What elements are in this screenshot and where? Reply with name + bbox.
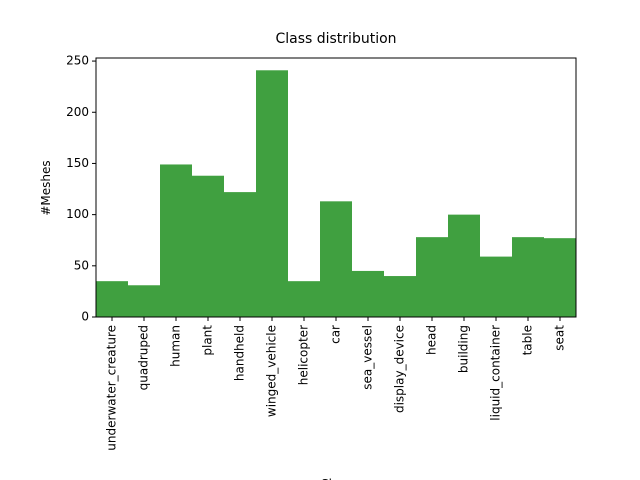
bar — [384, 276, 416, 317]
x-tick-label: underwater_creature — [105, 325, 119, 451]
bar — [288, 281, 320, 317]
y-axis-label: #Meshes — [39, 160, 53, 215]
x-tick-label: car — [329, 325, 343, 344]
x-tick-label: liquid_container — [489, 325, 503, 421]
bar — [416, 237, 448, 317]
x-tick-label: seat — [553, 325, 567, 351]
y-tick-label: 50 — [74, 258, 89, 272]
bar — [320, 201, 352, 317]
x-tick-label: helicopter — [297, 325, 311, 385]
x-tick-label: quadruped — [137, 325, 151, 390]
x-tick-label: winged_vehicle — [265, 325, 279, 417]
y-tick-label: 250 — [66, 54, 89, 68]
bar — [352, 270, 384, 317]
x-tick-label: plant — [201, 325, 215, 356]
x-tick-label: handheld — [233, 325, 247, 381]
y-tick-label: 100 — [66, 207, 89, 221]
bar — [128, 285, 160, 317]
x-tick-label: sea_vessel — [361, 325, 375, 390]
chart-title: Class distribution — [275, 31, 396, 47]
x-tick-label: human — [169, 325, 183, 367]
bar — [160, 164, 192, 317]
x-axis-label: Class — [320, 477, 352, 480]
bar — [512, 237, 544, 317]
bar — [256, 70, 288, 318]
bar — [480, 256, 512, 317]
x-tick-label: head — [425, 325, 439, 355]
x-tick-label: building — [457, 325, 471, 373]
axes-frame — [95, 57, 577, 318]
bar — [224, 192, 256, 317]
y-tick-label: 0 — [81, 310, 89, 324]
x-tick-label: display_device — [393, 325, 407, 413]
bar — [192, 175, 224, 317]
y-tick-label: 200 — [66, 105, 89, 119]
y-tick-label: 150 — [66, 156, 89, 170]
x-tick-label: table — [521, 325, 535, 355]
bar — [96, 281, 128, 317]
bar — [544, 238, 576, 317]
bar — [448, 214, 480, 317]
